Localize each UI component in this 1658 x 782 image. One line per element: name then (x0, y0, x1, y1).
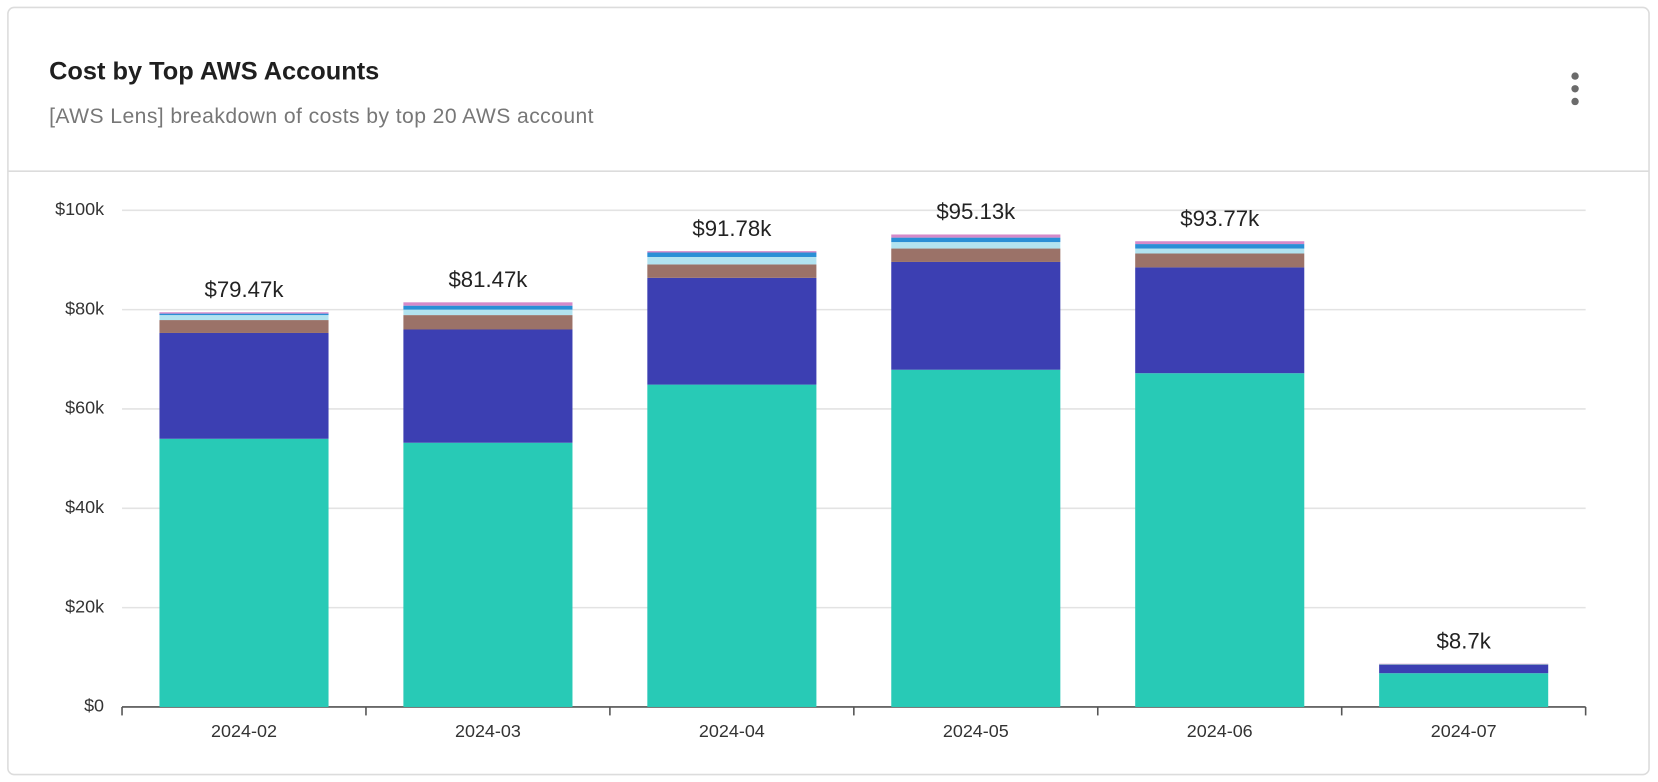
bar-segment (403, 305, 573, 310)
bar-segment (159, 312, 329, 314)
bar-segment (891, 237, 1061, 243)
bar-segment (403, 302, 573, 306)
bar-segment (891, 242, 1061, 249)
bar-segment (1135, 253, 1305, 268)
bar-segment (891, 369, 1061, 707)
menu-dot (1571, 72, 1579, 80)
bar-segment (159, 315, 329, 321)
bar-segment (1379, 673, 1549, 707)
x-tick-label: 2024-05 (943, 721, 1009, 741)
total-label: $81.47k (448, 267, 528, 292)
y-tick-label: $80k (65, 298, 104, 318)
bar-segment (647, 251, 817, 253)
total-label: $93.77k (1180, 206, 1260, 231)
y-tick-label: $0 (84, 696, 104, 716)
bar-segment (403, 315, 573, 330)
y-tick-label: $20k (65, 596, 104, 616)
y-tick-label: $100k (55, 199, 104, 219)
bar-segment (891, 261, 1061, 370)
x-tick-label: 2024-07 (1431, 721, 1497, 741)
bar-segment (891, 234, 1061, 238)
y-tick-label: $60k (65, 398, 104, 418)
chart-title: Cost by Top AWS Accounts (49, 58, 379, 86)
x-tick-label: 2024-03 (455, 721, 521, 741)
bar-segment (159, 313, 329, 316)
menu-dot (1571, 85, 1579, 93)
y-tick-label: $40k (65, 497, 104, 517)
total-label: $8.7k (1437, 628, 1492, 653)
x-tick-label: 2024-04 (699, 721, 765, 741)
total-label: $79.47k (205, 277, 285, 302)
bar-segment (647, 264, 817, 278)
bar-segment (647, 384, 817, 707)
total-label: $91.78k (692, 216, 772, 241)
bar-segment (159, 320, 329, 333)
bar-segment (1135, 373, 1305, 707)
bar-segment (1135, 267, 1305, 374)
x-tick-label: 2024-02 (211, 721, 277, 741)
bar-segment (1135, 244, 1305, 249)
bar-segment (403, 329, 573, 443)
bar-segment (403, 309, 573, 316)
bar-segment (1379, 664, 1549, 674)
bar-segment (159, 332, 329, 439)
total-label: $95.13k (936, 199, 1016, 224)
bar-segment (159, 438, 329, 707)
bar-segment (1135, 241, 1305, 245)
menu-dot (1571, 97, 1579, 106)
x-tick-label: 2024-06 (1187, 721, 1253, 741)
bar-segment (647, 252, 817, 257)
chart-subtitle: [AWS Lens] breakdown of costs by top 20 … (49, 105, 594, 128)
menu-button[interactable] (1571, 72, 1579, 106)
bar-segment (403, 442, 573, 707)
bar-segment (1135, 248, 1305, 254)
bar-segment (647, 277, 817, 385)
bar-segment (647, 256, 817, 265)
bar-segment (891, 248, 1061, 262)
